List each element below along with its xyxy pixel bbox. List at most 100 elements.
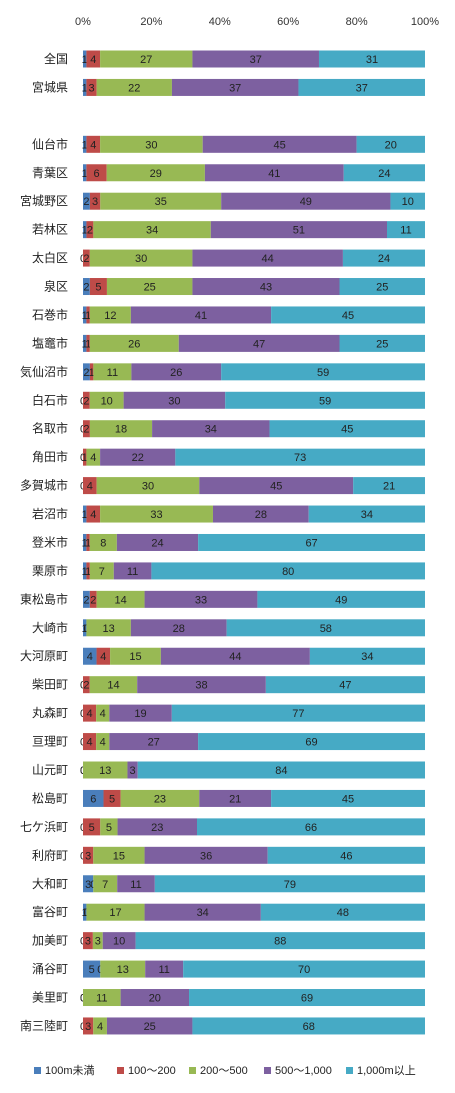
bar-segment: [309, 647, 425, 665]
category-label: 名取市: [32, 421, 68, 436]
bar-segment: [89, 334, 179, 352]
data-label: 28: [255, 509, 267, 521]
bar-segment: [192, 249, 343, 267]
data-label: 37: [250, 54, 262, 66]
data-label: 4: [87, 651, 93, 663]
legend-swatch: [264, 1067, 271, 1074]
category-label: 全国: [44, 51, 68, 66]
data-label: 10: [113, 936, 125, 948]
data-label: 27: [140, 54, 152, 66]
data-label: 5: [89, 964, 95, 976]
data-label: 88: [274, 936, 286, 948]
data-label: 10: [402, 196, 414, 208]
x-tick-label: 40%: [209, 16, 231, 28]
data-label: 43: [260, 282, 272, 294]
data-label: 45: [274, 139, 286, 151]
category-label: 角田市: [32, 449, 68, 464]
category-label: 宮城県: [32, 79, 68, 94]
category-label: 松島町: [32, 790, 68, 805]
data-label: 4: [87, 481, 93, 493]
legend-swatch: [117, 1067, 124, 1074]
bar-segment: [86, 619, 131, 637]
bar-segment: [83, 306, 87, 324]
bar-segment: [109, 704, 172, 722]
data-label: 48: [337, 907, 349, 919]
data-label: 34: [197, 907, 209, 919]
bar-segment: [83, 420, 90, 438]
bar-segment: [83, 164, 87, 182]
bar-segment: [192, 50, 319, 68]
data-label: 5: [109, 793, 115, 805]
bar-segment: [204, 164, 344, 182]
bar-segment: [83, 391, 90, 409]
data-label: 66: [305, 822, 317, 834]
legend-swatch: [189, 1067, 196, 1074]
category-label: 青葉区: [32, 166, 68, 180]
bar-segment: [83, 505, 87, 523]
bar-segment: [96, 477, 200, 495]
bar-segment: [83, 846, 94, 864]
bar-segment: [183, 960, 425, 978]
bar-segment: [116, 533, 199, 551]
legend-label: 200～500: [200, 1065, 248, 1077]
data-label: 4: [87, 708, 93, 720]
bar-segment: [83, 221, 87, 239]
data-label: 23: [154, 793, 166, 805]
data-label: 73: [294, 452, 306, 464]
data-label: 49: [300, 196, 312, 208]
data-label: 22: [132, 452, 144, 464]
data-label: 29: [150, 168, 162, 180]
data-label: 11: [96, 993, 107, 1005]
bar-segment: [260, 903, 425, 921]
bar-segment: [109, 733, 199, 751]
data-label: 2: [87, 225, 93, 237]
bar-segment: [83, 875, 94, 893]
bar-segment: [342, 249, 425, 267]
bar-segment: [83, 704, 97, 722]
bar-segment: [86, 221, 94, 239]
bar-segment: [318, 50, 425, 68]
data-label: 3: [95, 936, 101, 948]
data-label: 24: [151, 537, 163, 549]
bar-segment: [117, 818, 197, 836]
bar-segment: [192, 1017, 425, 1035]
data-label: 27: [148, 737, 160, 749]
bar-segment: [100, 50, 193, 68]
data-label: 30: [145, 139, 157, 151]
bar-segment: [308, 505, 425, 523]
bar-segment: [83, 590, 90, 608]
data-label: 2: [83, 367, 89, 379]
x-tick-label: 100%: [411, 16, 439, 28]
data-label: 1: [82, 225, 88, 237]
data-label: 1: [85, 338, 91, 350]
data-label: 59: [319, 395, 331, 407]
data-label: 3: [88, 82, 94, 94]
bar-segment: [100, 135, 203, 153]
data-label: 1: [82, 338, 88, 350]
bar-segment: [83, 647, 97, 665]
data-label: 79: [284, 879, 296, 891]
category-label: 白石市: [32, 392, 68, 407]
bar-segment: [93, 846, 145, 864]
data-label: 21: [383, 481, 395, 493]
category-label: 登米市: [32, 534, 68, 549]
x-tick-label: 80%: [346, 16, 368, 28]
category-label: 涌谷町: [32, 962, 68, 976]
bar-segment: [120, 989, 190, 1007]
data-label: 22: [128, 82, 140, 94]
bar-segment: [102, 932, 136, 950]
category-label: 宮城野区: [20, 193, 68, 208]
data-label: 5: [95, 282, 101, 294]
data-label: 37: [356, 82, 368, 94]
data-label: 45: [341, 424, 353, 436]
data-label: 25: [376, 338, 388, 350]
data-label: 38: [195, 680, 207, 692]
bar-segment: [86, 903, 145, 921]
data-label: 1: [82, 537, 88, 549]
data-label: 59: [317, 367, 329, 379]
category-label: 利府町: [32, 847, 68, 862]
bar-segment: [100, 818, 118, 836]
data-label: 1: [82, 452, 88, 464]
bar-segment: [92, 932, 103, 950]
category-labels: 全国宮城県仙台市青葉区宮城野区若林区太白区泉区石巻市塩竈市気仙沼市白石市名取市角…: [20, 51, 68, 1033]
